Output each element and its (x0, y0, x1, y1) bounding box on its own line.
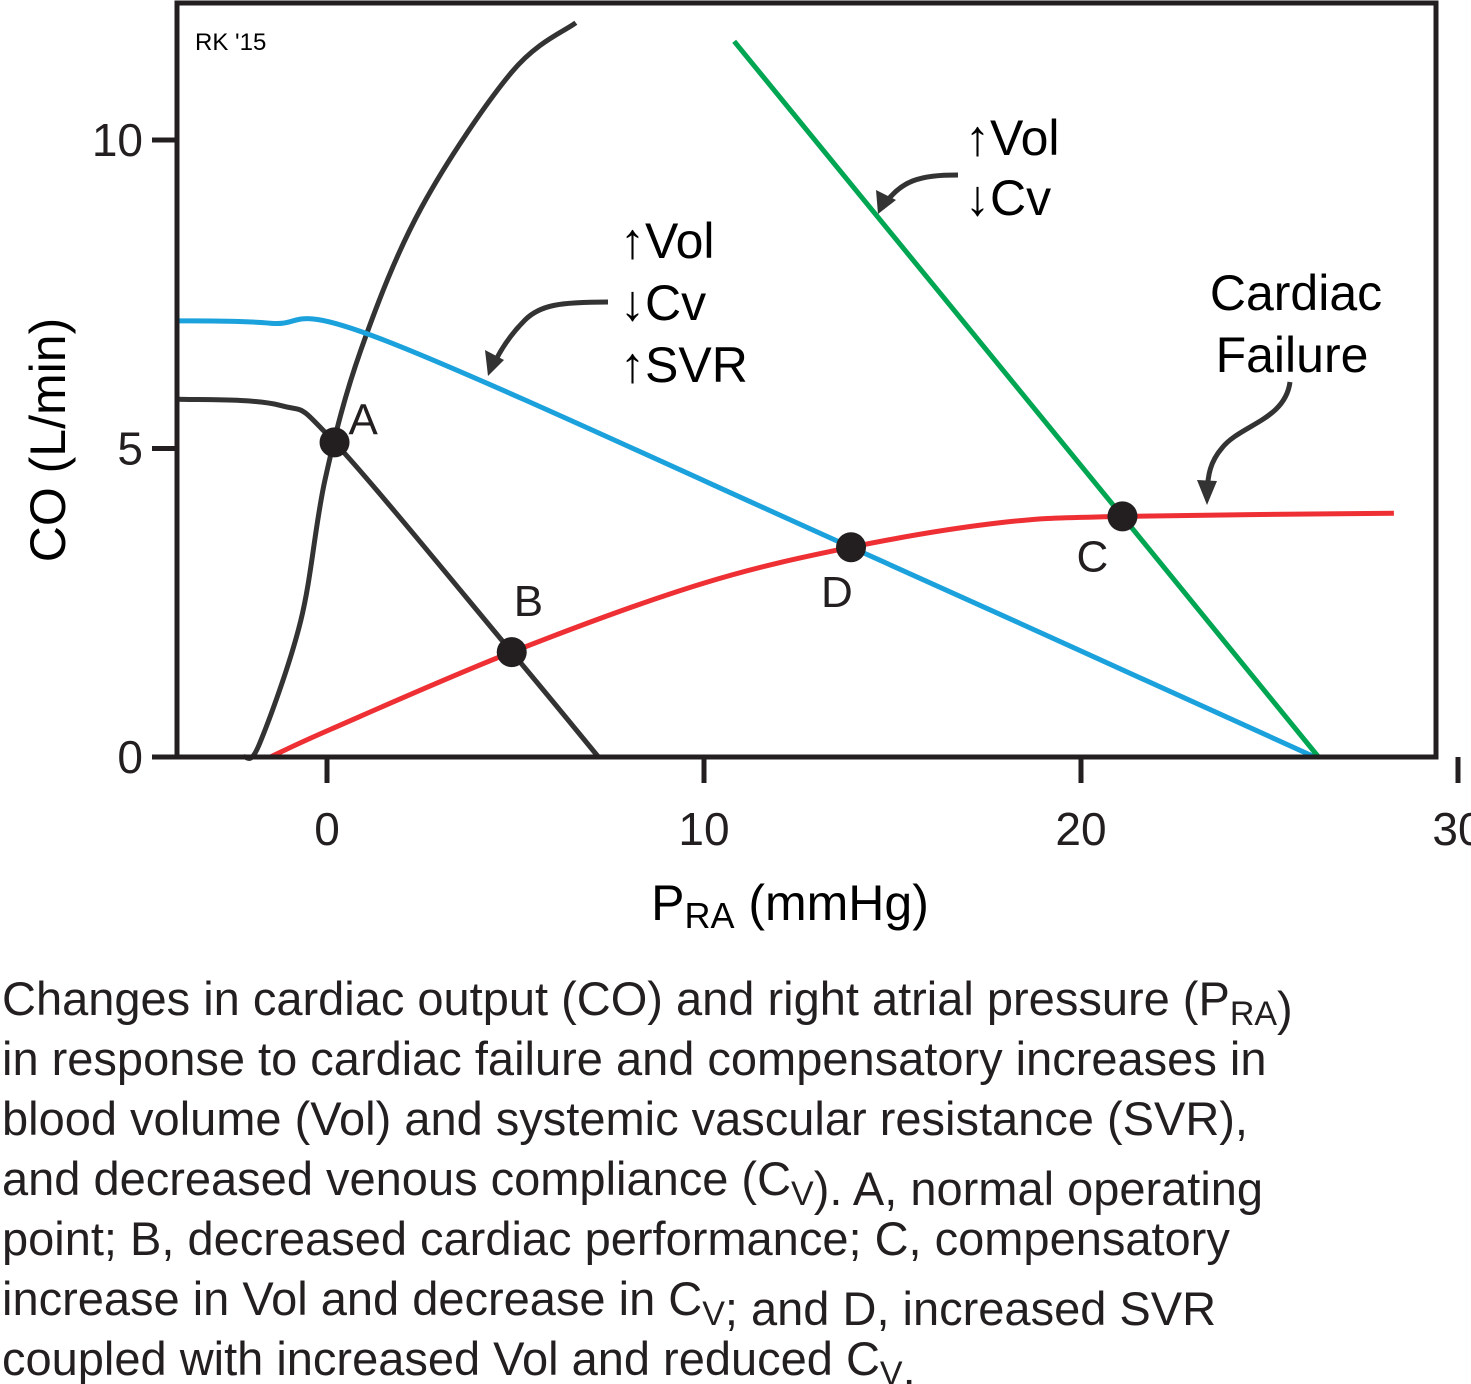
annotation-line: Cardiac (1210, 265, 1382, 321)
x-axis-label: PRA (mmHg) (651, 875, 929, 936)
annotation-blue: ↑Vol ↓Cv ↑SVR (485, 213, 748, 393)
arrowhead-icon (876, 190, 896, 214)
point-A (319, 427, 350, 458)
x-tick-label: 20 (1055, 803, 1106, 855)
arrow-icon (1204, 381, 1293, 493)
curve-normal-cardiac-function (242, 20, 578, 761)
caption-line: Changes in cardiac output (CO) and right… (2, 972, 1293, 1035)
plot-frame (174, 0, 1439, 760)
point-label: A (349, 395, 379, 444)
ticks: 0 10 20 30 0 5 10 (92, 114, 1471, 855)
annotation-green: ↑Vol ↓Cv (876, 110, 1060, 226)
point-D (836, 532, 867, 563)
point-label: B (514, 577, 543, 626)
y-axis-label: CO (L/min) (20, 318, 76, 562)
arrowhead-icon (1197, 480, 1217, 505)
point-C (1107, 501, 1138, 532)
caption-line: and decreased venous compliance (CV). A,… (2, 1152, 1263, 1215)
caption-line: coupled with increased Vol and reduced C… (2, 1332, 916, 1384)
curve-cardiac-failure (269, 510, 1394, 760)
caption: Changes in cardiac output (CO) and right… (2, 972, 1293, 1384)
annotation-line: ↑SVR (620, 337, 748, 393)
curves (176, 20, 1394, 761)
point-label: C (1076, 532, 1108, 581)
caption-line: point; B, decreased cardiac performance;… (2, 1212, 1230, 1265)
annotation-line: Failure (1216, 327, 1369, 383)
curve-normal-venous-return (176, 396, 601, 759)
arrow-icon (489, 299, 609, 370)
x-tick-label: 0 (314, 803, 340, 855)
annotation-failure: Cardiac Failure (1197, 265, 1382, 505)
arrow-icon (879, 172, 959, 210)
y-tick-label: 10 (92, 114, 143, 166)
caption-line: increase in Vol and decrease in CV; and … (2, 1272, 1216, 1335)
caption-line: blood volume (Vol) and systemic vascular… (2, 1092, 1248, 1145)
caption-line: in response to cardiac failure and compe… (2, 1032, 1266, 1085)
x-tick-label: 10 (678, 803, 729, 855)
x-tick-label: 30 (1432, 803, 1471, 855)
operating-points: A B C D (319, 395, 1138, 668)
curve-increased-vol-decreased-cv (732, 39, 1321, 759)
signature: RK '15 (195, 29, 266, 56)
y-tick-label: 5 (117, 423, 143, 475)
annotation-line: ↑Vol (620, 213, 715, 269)
point-B (496, 637, 527, 668)
arrowhead-icon (485, 350, 504, 376)
curve-increased-vol-svr-decreased-cv (176, 316, 1316, 760)
annotation-line: ↑Vol (965, 110, 1060, 166)
annotation-line: ↓Cv (965, 170, 1051, 226)
y-tick-label: 0 (117, 731, 143, 783)
annotation-line: ↓Cv (620, 275, 706, 331)
point-label: D (821, 568, 853, 617)
